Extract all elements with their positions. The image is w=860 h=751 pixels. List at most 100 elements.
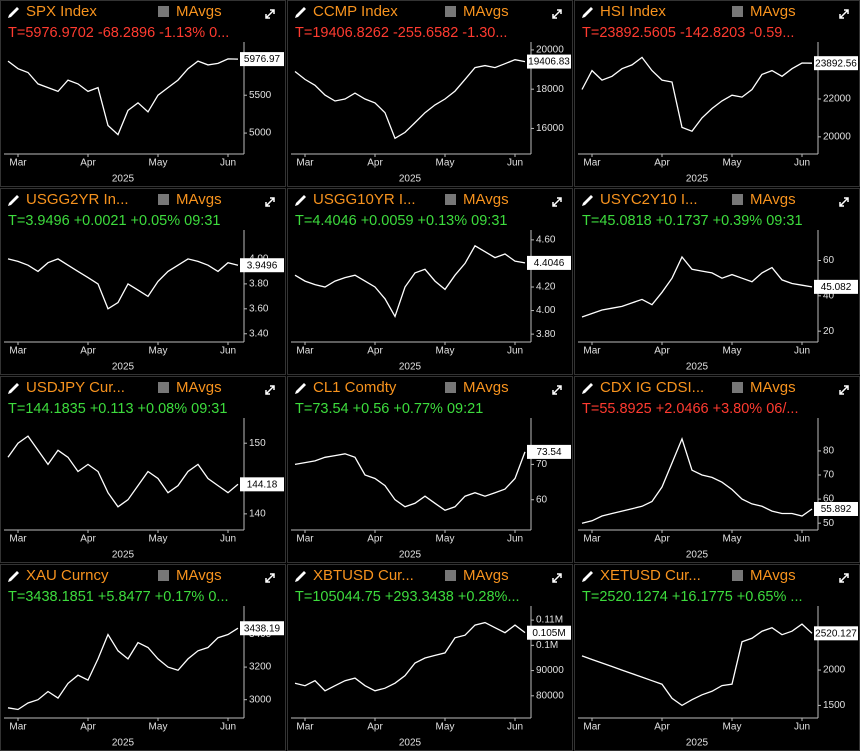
y-tick-label: 3200 [249, 662, 272, 673]
expand-icon[interactable] [552, 197, 562, 207]
x-tick-label: May [436, 346, 455, 357]
y-tick-label: 20000 [823, 131, 851, 142]
security-title[interactable]: SPX Index [26, 3, 97, 20]
edit-icon[interactable] [8, 195, 19, 206]
edit-icon[interactable] [295, 7, 306, 18]
mavgs-checkbox[interactable] [158, 6, 169, 17]
mavgs-checkbox[interactable] [445, 194, 456, 205]
x-tick-label: Apr [80, 722, 96, 733]
mavgs-button[interactable]: MAvgs [463, 3, 509, 20]
quote-line: T=19406.8262 -255.6582 -1.30... [295, 25, 507, 41]
mavgs-button[interactable]: MAvgs [176, 191, 222, 208]
security-title[interactable]: USGG10YR I... [313, 191, 416, 208]
mavgs-button[interactable]: MAvgs [176, 567, 222, 584]
edit-icon[interactable] [295, 383, 306, 394]
last-value-label: 0.105M [532, 628, 565, 639]
security-title[interactable]: CCMP Index [313, 3, 398, 20]
edit-icon[interactable] [8, 7, 19, 18]
quote-line: T=144.1835 +0.113 +0.08% 09:31 [8, 401, 227, 417]
expand-icon[interactable] [552, 573, 562, 583]
x-tick-label: Mar [296, 346, 314, 357]
x-tick-label: May [436, 722, 455, 733]
edit-icon[interactable] [582, 571, 593, 582]
mavgs-checkbox[interactable] [158, 570, 169, 581]
y-tick-label: 70 [536, 459, 548, 470]
panel [574, 564, 860, 751]
mavgs-button[interactable]: MAvgs [176, 379, 222, 396]
mavgs-checkbox[interactable] [445, 570, 456, 581]
x-tick-label: Jun [794, 722, 810, 733]
panel [574, 188, 860, 375]
security-title[interactable]: USDJPY Cur... [26, 379, 125, 396]
y-tick-label: 140 [249, 509, 266, 520]
security-title[interactable]: USGG2YR In... [26, 191, 129, 208]
security-title[interactable]: CL1 Comdty [313, 379, 397, 396]
expand-icon[interactable] [265, 9, 275, 19]
y-tick-label: 20000 [536, 45, 564, 56]
mavgs-checkbox[interactable] [158, 194, 169, 205]
security-title[interactable]: XBTUSD Cur... [313, 567, 414, 584]
y-tick-label: 18000 [536, 84, 564, 95]
panel [287, 376, 573, 563]
expand-icon[interactable] [265, 385, 275, 395]
mavgs-checkbox[interactable] [158, 382, 169, 393]
x-axis-year: 2025 [686, 362, 709, 373]
security-title[interactable]: CDX IG CDSI... [600, 379, 704, 396]
y-tick-label: 5500 [249, 90, 272, 101]
y-tick-label: 3.40 [249, 328, 269, 339]
expand-icon[interactable] [552, 9, 562, 19]
edit-icon[interactable] [8, 571, 19, 582]
y-tick-label: 16000 [536, 123, 564, 134]
mavgs-button[interactable]: MAvgs [463, 379, 509, 396]
expand-icon[interactable] [265, 573, 275, 583]
mavgs-checkbox[interactable] [732, 6, 743, 17]
expand-icon[interactable] [839, 9, 849, 19]
mavgs-checkbox[interactable] [732, 382, 743, 393]
edit-icon[interactable] [8, 383, 19, 394]
security-title[interactable]: XETUSD Cur... [600, 567, 701, 584]
security-title[interactable]: XAU Curncy [26, 567, 109, 584]
y-tick-label: 3.80 [249, 279, 269, 290]
x-tick-label: Mar [9, 534, 27, 545]
mavgs-checkbox[interactable] [445, 382, 456, 393]
expand-icon[interactable] [552, 385, 562, 395]
mavgs-button[interactable]: MAvgs [176, 3, 222, 20]
mavgs-checkbox[interactable] [445, 6, 456, 17]
edit-icon[interactable] [295, 571, 306, 582]
mavgs-button[interactable]: MAvgs [463, 567, 509, 584]
mavgs-button[interactable]: MAvgs [750, 191, 796, 208]
y-tick-label: 80 [823, 446, 835, 457]
x-tick-label: Apr [654, 534, 670, 545]
edit-icon[interactable] [582, 7, 593, 18]
mavgs-checkbox[interactable] [732, 194, 743, 205]
x-tick-label: Mar [583, 722, 601, 733]
edit-icon[interactable] [295, 195, 306, 206]
price-line [294, 451, 526, 512]
expand-icon[interactable] [839, 197, 849, 207]
last-value-label: 45.082 [821, 282, 852, 293]
mavgs-button[interactable]: MAvgs [750, 3, 796, 20]
mavgs-button[interactable]: MAvgs [750, 379, 796, 396]
edit-icon[interactable] [582, 383, 593, 394]
x-axis-year: 2025 [686, 738, 709, 749]
x-tick-label: Jun [794, 534, 810, 545]
mavgs-button[interactable]: MAvgs [750, 567, 796, 584]
expand-icon[interactable] [839, 573, 849, 583]
security-title[interactable]: HSI Index [600, 3, 666, 20]
security-title[interactable]: USYC2Y10 I... [600, 191, 698, 208]
y-tick-label: 60 [536, 494, 548, 505]
x-tick-label: Apr [654, 346, 670, 357]
expand-icon[interactable] [839, 385, 849, 395]
y-tick-label: 3000 [249, 694, 272, 705]
price-line [294, 59, 526, 140]
expand-icon[interactable] [265, 197, 275, 207]
x-tick-label: Mar [9, 346, 27, 357]
quote-line: T=45.0818 +0.1737 +0.39% 09:31 [582, 213, 803, 229]
mavgs-checkbox[interactable] [732, 570, 743, 581]
x-tick-label: Mar [583, 346, 601, 357]
x-tick-label: Apr [654, 722, 670, 733]
x-axis-year: 2025 [112, 550, 135, 561]
quote-line: T=3438.1851 +5.8477 +0.17% 0... [8, 589, 229, 605]
edit-icon[interactable] [582, 195, 593, 206]
mavgs-button[interactable]: MAvgs [463, 191, 509, 208]
